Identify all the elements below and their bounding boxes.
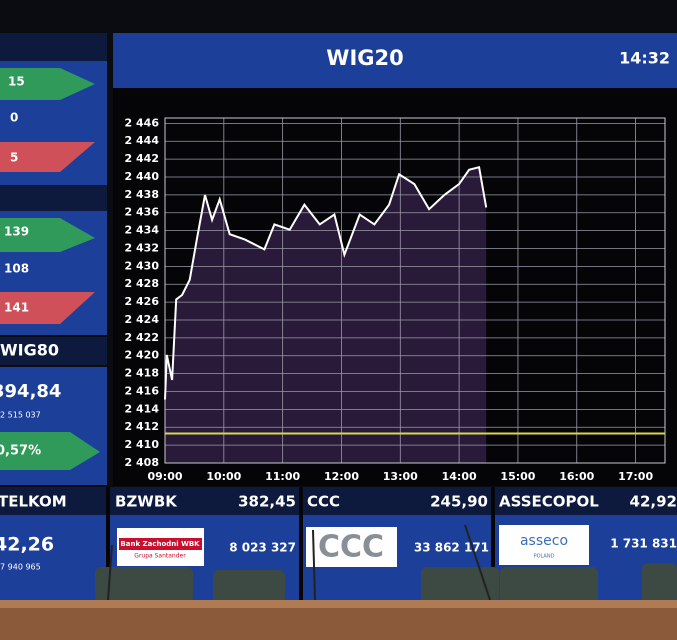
stock-name: BZWBK	[115, 493, 178, 511]
chair	[642, 563, 677, 603]
area	[165, 167, 487, 463]
stock-name: CCC	[307, 493, 340, 511]
down-shape	[0, 142, 95, 172]
y-tick-label: 2 412	[125, 420, 159, 433]
y-tick-label: 2 438	[125, 188, 159, 201]
logo-text: Bank Zachodni WBK	[120, 540, 200, 548]
y-tick-label: 2 446	[125, 116, 160, 129]
chair	[421, 567, 499, 603]
y-tick-label: 2 432	[125, 241, 159, 254]
stock-name: TELKOM	[0, 493, 67, 511]
microphone	[107, 544, 113, 601]
y-tick-label: 2 422	[125, 331, 159, 344]
x-tick-label: 11:00	[265, 470, 300, 483]
y-tick-label: 2 414	[125, 402, 160, 415]
up-shape	[0, 68, 95, 100]
price-line	[164, 165, 488, 400]
stock-name: ASSECOPOL	[499, 493, 599, 511]
count: 0	[10, 111, 18, 125]
x-tick-label: 09:00	[147, 470, 182, 483]
logo-text: CCC	[318, 530, 384, 565]
stock-volume: 1 731 831	[610, 537, 677, 551]
index-volume: 2 515 037	[0, 411, 41, 420]
x-tick-label: 12:00	[324, 470, 359, 483]
panel-bar	[0, 33, 107, 61]
y-tick-label: 2 428	[125, 277, 159, 290]
up-shape	[0, 218, 95, 252]
logo-subtext: Grupa Santander	[134, 553, 186, 560]
y-tick-label: 2 416	[125, 384, 160, 397]
y-tick-label: 2 436	[125, 206, 160, 219]
panel-bar	[0, 337, 107, 365]
logo-box	[306, 527, 397, 567]
y-tick-label: 2 426	[125, 295, 160, 308]
stock-volume: 7 940 965	[0, 563, 41, 572]
stock-volume: 33 862 171	[414, 541, 489, 555]
chair	[500, 567, 598, 603]
stock-price: 42,26	[0, 534, 54, 556]
stock-price: 245,90	[430, 493, 488, 511]
plot: 2 408 2 410 2 412 2 414 2 416 2 418 2 420 2 422…	[125, 116, 666, 483]
chair	[213, 570, 285, 603]
logo-box	[499, 525, 589, 565]
index-name: WIG80	[0, 341, 59, 360]
down-shape	[0, 292, 95, 324]
chair	[95, 567, 193, 603]
y-tick-label: 2 420	[125, 349, 160, 362]
stock-bar	[0, 487, 677, 515]
microphone	[312, 529, 316, 601]
y-tick-label: 2 440	[125, 170, 160, 183]
count: 108	[4, 262, 29, 276]
up-shape	[0, 432, 100, 470]
y-tick-label: 2 418	[125, 367, 159, 380]
stock-price: 42,92	[630, 493, 677, 511]
panel-bar	[0, 185, 107, 211]
desk-edge	[0, 600, 677, 608]
logo-text: asseco	[520, 533, 568, 549]
y-tick-label: 2 408	[125, 456, 159, 469]
count: 141	[4, 301, 29, 315]
header	[113, 33, 677, 88]
x-tick-label: 13:00	[383, 470, 418, 483]
x-tick-label: 15:00	[500, 470, 535, 483]
index-change: 0,57%	[0, 444, 41, 459]
y-tick-label: 2 434	[125, 224, 160, 237]
logo-subtext: POLAND	[534, 554, 555, 560]
plot-frame	[164, 117, 666, 464]
y-tick-label: 2 410	[125, 438, 160, 451]
count: 15	[8, 75, 25, 89]
chart-title: WIG20	[326, 46, 403, 70]
stock-price: 382,45	[238, 493, 296, 511]
clock: 14:32	[619, 49, 670, 68]
microphone	[464, 524, 491, 601]
x-tick-label: 10:00	[206, 470, 241, 483]
count: 5	[10, 151, 18, 165]
y-tick-label: 2 444	[125, 134, 160, 147]
x-tick-label: 16:00	[559, 470, 594, 483]
y-tick-label: 2 442	[125, 152, 159, 165]
y-tick-label: 2 430	[125, 259, 160, 272]
x-tick-label: 14:00	[442, 470, 477, 483]
stock-volume: 8 023 327	[229, 541, 296, 555]
x-tick-label: 17:00	[618, 470, 653, 483]
y-tick-label: 2 424	[125, 313, 160, 326]
logo-bar	[119, 538, 202, 550]
index-value: 394,84	[0, 381, 61, 402]
count: 139	[4, 225, 29, 239]
